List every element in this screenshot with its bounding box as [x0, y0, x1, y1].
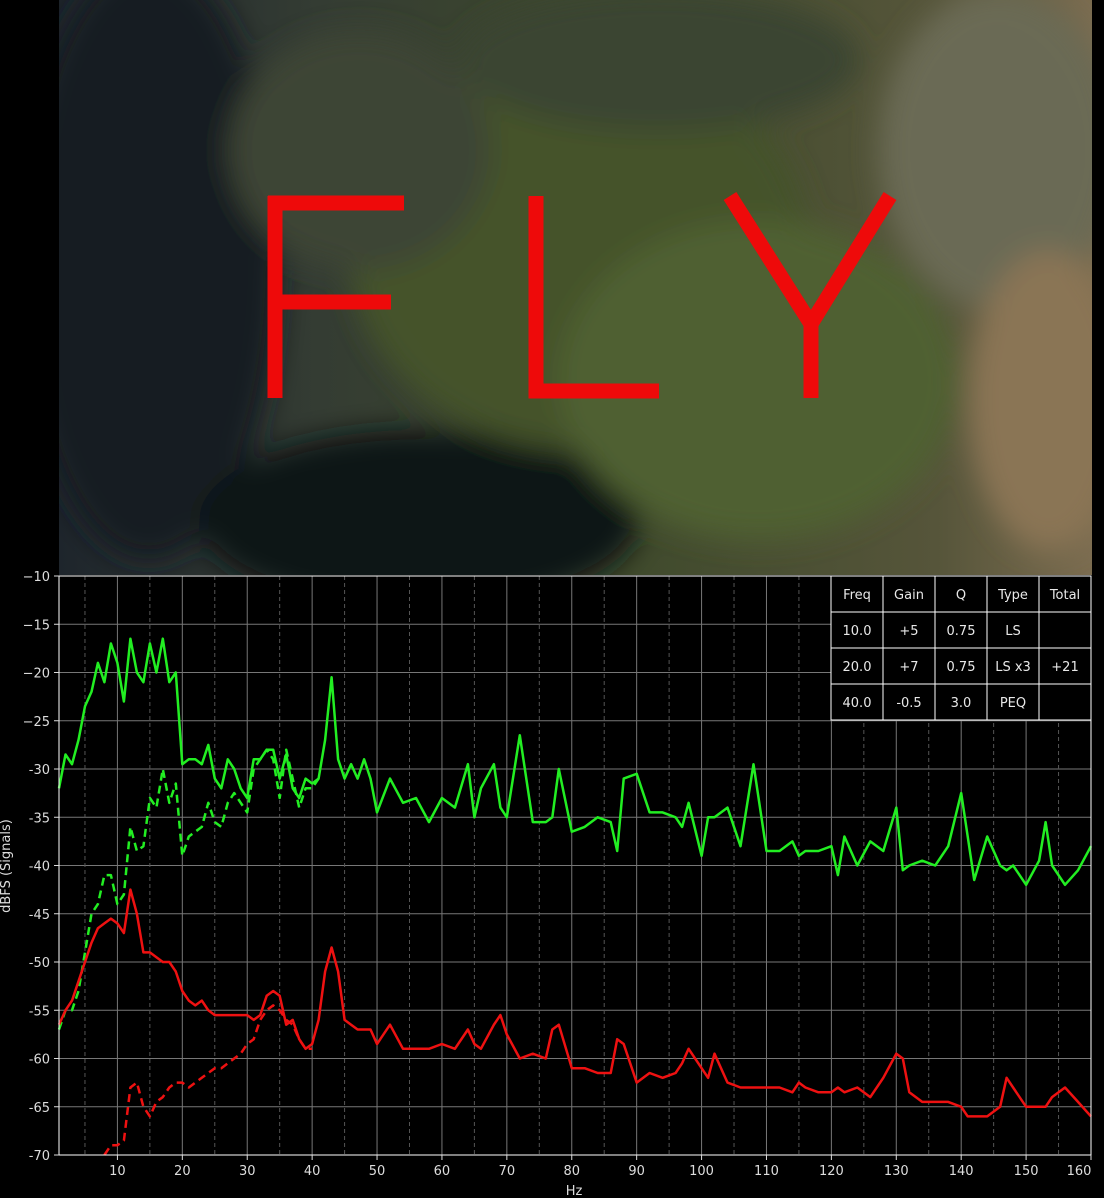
eq-table-value: LS x3: [995, 660, 1031, 675]
x-tick-label: 160: [1067, 1164, 1092, 1179]
eq-table-value: 40.0: [843, 696, 872, 711]
x-tick-label: 120: [819, 1164, 844, 1179]
eq-table-header: Type: [997, 588, 1028, 603]
x-tick-label: 40: [304, 1164, 321, 1179]
x-tick-label: 80: [563, 1164, 580, 1179]
series-line-green-dashed: [57, 748, 320, 1030]
y-tick-label: −10: [23, 570, 50, 585]
series-line-red-dashed: [103, 1004, 313, 1156]
eq-table-value: 10.0: [843, 624, 872, 639]
series-group: [57, 637, 1093, 1156]
y-tick-label: -70: [29, 1149, 50, 1164]
eq-table-value: 3.0: [951, 696, 972, 711]
eq-table-value: +5: [899, 624, 918, 639]
eq-table-header: Gain: [894, 588, 924, 603]
y-tick-label: -45: [29, 908, 50, 923]
eq-table-value: +7: [899, 660, 918, 675]
y-tick-label: -65: [29, 1101, 50, 1116]
x-tick-label: 70: [499, 1164, 516, 1179]
x-tick-label: 100: [689, 1164, 714, 1179]
x-tick-label: 140: [949, 1164, 974, 1179]
y-ticks: −10 −15 −20 −25 -30 -35 -40 -45 -50 -55 -60 -65 -70: [23, 570, 59, 1164]
series-line-green-solid: [57, 637, 1093, 887]
eq-table-value: 0.75: [947, 660, 976, 675]
eq-table-value: PEQ: [1000, 696, 1026, 711]
x-tick-label: 30: [239, 1164, 256, 1179]
y-tick-label: -30: [29, 763, 50, 778]
eq-table: Freq Gain Q Type Total 10.0 +5 0.75 LS 20.0 +7 0.75…: [830, 575, 1092, 721]
eq-table-value: +21: [1051, 660, 1078, 675]
x-tick-label: 50: [369, 1164, 386, 1179]
eq-table-cell: [1038, 683, 1092, 721]
x-tick-label: 10: [109, 1164, 126, 1179]
eq-table-value: 0.75: [947, 624, 976, 639]
eq-table-header: Freq: [843, 588, 871, 603]
x-axis-label: Hz: [566, 1184, 583, 1198]
x-tick-label: 110: [754, 1164, 779, 1179]
x-tick-label: 60: [434, 1164, 451, 1179]
x-tick-label: 130: [884, 1164, 909, 1179]
y-tick-label: −20: [23, 667, 50, 682]
y-tick-label: -55: [29, 1004, 50, 1019]
eq-table-value: 20.0: [843, 660, 872, 675]
eq-table-value: -0.5: [896, 696, 921, 711]
x-tick-label: 20: [174, 1164, 191, 1179]
y-tick-label: −25: [23, 715, 50, 730]
series-line-red-solid: [57, 888, 1092, 1118]
aerial-photo: [59, 0, 1092, 575]
overlay-fly-text: [267, 191, 897, 399]
eq-table-header: Q: [956, 588, 966, 603]
eq-table-header: Total: [1049, 588, 1080, 603]
y-axis-label: dBFS (Signals): [0, 819, 14, 913]
eq-table-value: LS: [1005, 624, 1021, 639]
y-tick-label: -35: [29, 811, 50, 826]
x-tick-label: 150: [1014, 1164, 1039, 1179]
y-tick-label: -50: [29, 956, 50, 971]
y-tick-label: -60: [29, 1053, 50, 1068]
x-tick-label: 90: [628, 1164, 645, 1179]
y-tick-label: −15: [23, 618, 50, 633]
y-tick-label: -40: [29, 860, 50, 875]
x-ticks: 10 20 30 40 50 60 70 80 90 100 110 120 130 140 150 160: [109, 1155, 1092, 1179]
